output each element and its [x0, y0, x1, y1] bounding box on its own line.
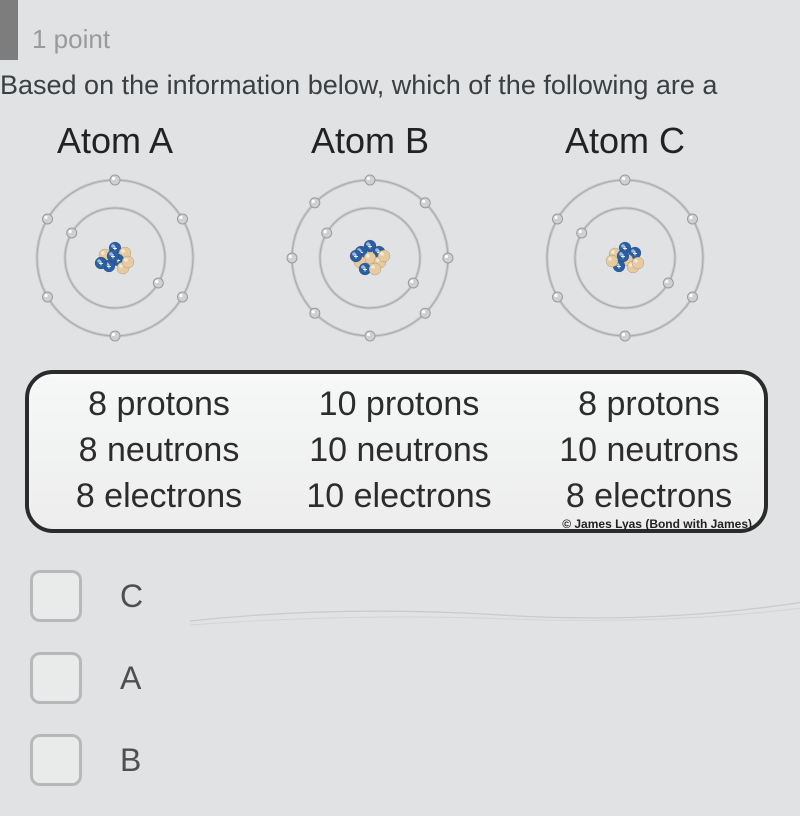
svg-text:+: + [111, 252, 116, 261]
atom-info-column: 8 protons10 neutrons8 electrons [539, 382, 759, 520]
answer-option[interactable]: A [30, 652, 143, 704]
atom-title: Atom A [25, 120, 205, 162]
checkbox[interactable] [30, 652, 82, 704]
atom-block: Atom B+++++ [280, 120, 460, 348]
atom-block: Atom C++++ [535, 120, 715, 348]
info-line: 8 neutrons [49, 428, 269, 474]
info-line: 10 neutrons [289, 428, 509, 474]
atom-info-column: 10 protons10 neutrons10 electrons [289, 382, 509, 520]
atom-block: Atom A +++++ [25, 120, 205, 348]
question-indicator-bar [0, 0, 18, 60]
atom-info-column: 8 protons8 neutrons8 electrons [49, 382, 269, 520]
atom-diagram: +++++ [280, 168, 460, 348]
info-line: 10 neutrons [539, 428, 759, 474]
question-text: Based on the information below, which of… [0, 70, 717, 101]
answer-options: C A B [30, 570, 143, 816]
svg-text:+: + [368, 242, 373, 251]
atom-title: Atom C [535, 120, 715, 162]
svg-text:+: + [354, 252, 359, 261]
atom-diagram: +++++ [25, 168, 205, 348]
svg-text:+: + [363, 265, 368, 274]
answer-option[interactable]: B [30, 734, 143, 786]
checkbox[interactable] [30, 570, 82, 622]
svg-text:+: + [99, 259, 104, 268]
info-line: 8 electrons [539, 474, 759, 520]
atom-diagram: ++++ [535, 168, 715, 348]
atom-info-box: 8 protons8 neutrons8 electrons10 protons… [25, 370, 768, 533]
info-line: 10 protons [289, 382, 509, 428]
option-label: B [120, 742, 141, 779]
svg-text:+: + [107, 262, 112, 271]
svg-text:+: + [633, 249, 638, 258]
answer-option[interactable]: C [30, 570, 143, 622]
surface-scratch-decoration [190, 595, 800, 635]
option-label: A [120, 660, 141, 697]
info-line: 8 protons [49, 382, 269, 428]
atom-title: Atom B [280, 120, 460, 162]
info-line: 10 electrons [289, 474, 509, 520]
checkbox[interactable] [30, 734, 82, 786]
points-label: 1 point [32, 24, 110, 55]
info-line: 8 protons [539, 382, 759, 428]
svg-text:+: + [621, 252, 626, 261]
copyright-text: © James Lyas (Bond with James) [562, 517, 752, 531]
option-label: C [120, 578, 143, 615]
info-line: 8 electrons [49, 474, 269, 520]
